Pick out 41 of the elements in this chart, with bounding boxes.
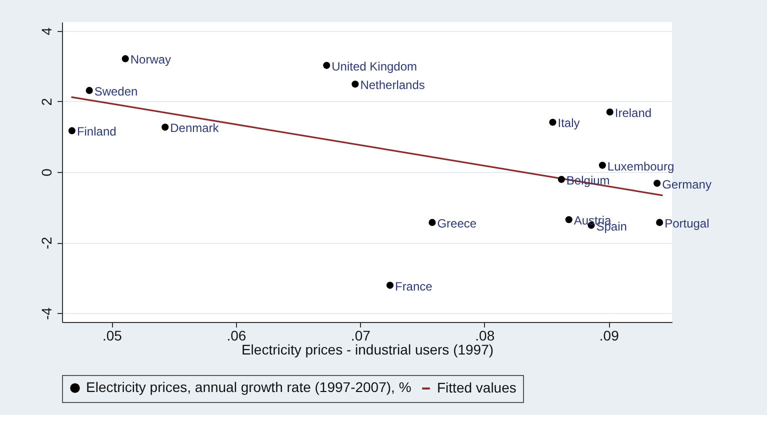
data-label: Ireland	[614, 106, 652, 120]
x-tick-label: .07	[350, 328, 371, 344]
data-label: Germany	[662, 177, 712, 192]
point	[606, 108, 614, 116]
y-tick-label: 4	[38, 27, 54, 36]
x-axis-title: Electricity prices - industrial users (1997)	[241, 342, 494, 358]
point	[656, 218, 664, 226]
point	[558, 176, 565, 183]
y-tick-label: 2	[38, 98, 54, 106]
point	[86, 86, 93, 94]
data-label: Portugal	[664, 216, 710, 230]
point	[654, 180, 661, 187]
data-label: Denmark	[170, 121, 220, 136]
data-label: Norway	[130, 52, 172, 67]
y-tick-label: -4	[38, 307, 54, 320]
y-tick-label: 0	[38, 168, 54, 176]
point	[352, 80, 359, 88]
x-tick-label: .06	[226, 328, 246, 344]
legend-label: Electricity prices, annual growth rate (1997-2007), %	[86, 379, 412, 396]
point	[323, 62, 330, 69]
point	[428, 218, 436, 226]
data-label: Italy	[558, 116, 580, 130]
data-label: Netherlands	[360, 78, 425, 92]
data-label: France	[394, 279, 433, 294]
x-tick-label: .08	[475, 328, 495, 344]
data-label: Luxembourg	[607, 159, 674, 174]
point	[68, 127, 76, 134]
data-label: Sweden	[94, 84, 138, 98]
point	[598, 162, 606, 169]
legend-label: Fitted values	[437, 380, 516, 396]
x-tick-label: .09	[599, 328, 620, 344]
point	[122, 55, 129, 62]
x-tick-label: .05	[102, 328, 122, 344]
point	[386, 282, 394, 289]
point	[549, 118, 556, 126]
data-label: Greece	[437, 216, 477, 230]
y-tick-label: -2	[38, 236, 54, 250]
point	[162, 124, 169, 131]
data-label: Finland	[76, 124, 116, 139]
data-label: United Kingdom	[332, 59, 418, 74]
point	[565, 216, 572, 224]
